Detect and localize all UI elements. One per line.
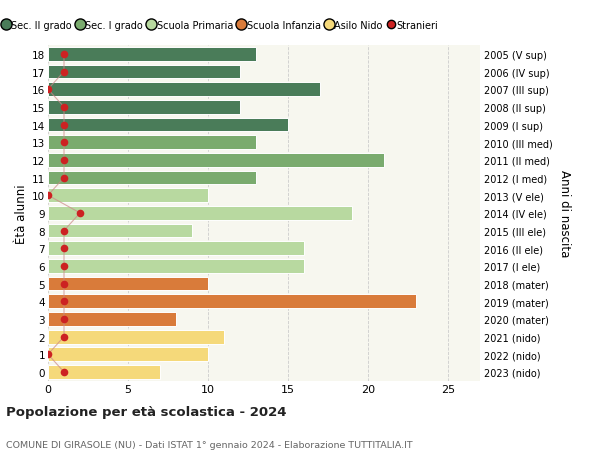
Bar <box>48 277 208 291</box>
Bar <box>48 83 320 97</box>
Bar <box>48 347 208 361</box>
Bar <box>48 330 224 344</box>
Bar <box>48 154 384 168</box>
Bar <box>48 118 288 132</box>
Text: Popolazione per età scolastica - 2024: Popolazione per età scolastica - 2024 <box>6 405 287 419</box>
Text: COMUNE DI GIRASOLE (NU) - Dati ISTAT 1° gennaio 2024 - Elaborazione TUTTITALIA.I: COMUNE DI GIRASOLE (NU) - Dati ISTAT 1° … <box>6 441 413 449</box>
Bar <box>48 313 176 326</box>
Bar <box>48 365 160 379</box>
Legend: Sec. II grado, Sec. I grado, Scuola Primaria, Scuola Infanzia, Asilo Nido, Stran: Sec. II grado, Sec. I grado, Scuola Prim… <box>4 21 438 31</box>
Bar <box>48 295 416 308</box>
Bar <box>48 224 192 238</box>
Bar <box>48 207 352 220</box>
Bar <box>48 171 256 185</box>
Bar <box>48 242 304 256</box>
Y-axis label: Anni di nascita: Anni di nascita <box>559 170 571 257</box>
Bar <box>48 101 240 114</box>
Bar <box>48 48 256 62</box>
Bar <box>48 189 208 203</box>
Bar <box>48 136 256 150</box>
Y-axis label: Ètà alunni: Ètà alunni <box>15 184 28 243</box>
Bar <box>48 259 304 273</box>
Bar <box>48 66 240 79</box>
